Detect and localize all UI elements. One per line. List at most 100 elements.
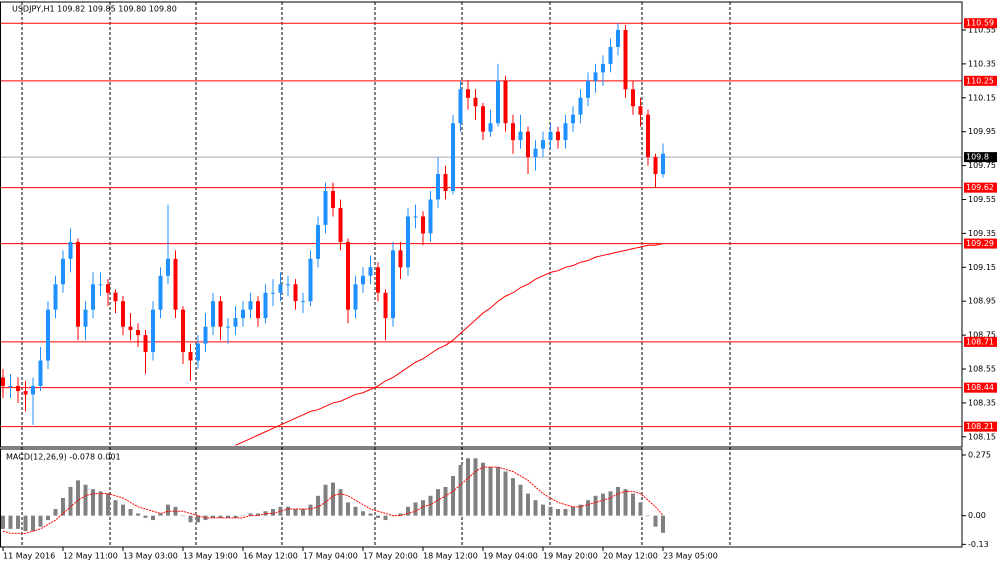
candle-body xyxy=(608,46,613,64)
candle-body xyxy=(421,216,425,234)
candle-body xyxy=(76,241,80,327)
candle-body xyxy=(541,140,545,149)
macd-bar xyxy=(376,515,380,518)
candle-body xyxy=(196,343,200,361)
macd-bar xyxy=(646,515,650,517)
candle-body xyxy=(451,123,455,192)
candle-body xyxy=(233,318,238,327)
macd-bar xyxy=(143,515,148,518)
candle-body xyxy=(1,377,5,386)
candle-body xyxy=(571,114,575,124)
candle-body xyxy=(46,309,50,361)
x-tick-label: 13 May 03:00 xyxy=(123,552,178,561)
chart-title: USDJPY,H1 109.82 109.85 109.80 109.80 xyxy=(12,5,177,14)
candle-body xyxy=(211,301,215,327)
level-tag xyxy=(964,336,997,347)
candle-body xyxy=(346,241,350,310)
candle-body xyxy=(128,326,133,331)
candle-body xyxy=(398,250,403,268)
macd-bar xyxy=(316,495,320,516)
macd-bar xyxy=(623,489,628,516)
candle-body xyxy=(503,80,508,124)
candle-body xyxy=(98,284,103,286)
macd-bar xyxy=(233,515,238,518)
candle-body xyxy=(256,301,260,319)
candle-body xyxy=(53,284,58,310)
macd-title: MACD(12,26,9) -0.078 0.001 xyxy=(6,453,121,462)
candle-body xyxy=(481,106,485,132)
macd-bar xyxy=(496,467,500,516)
macd-bar xyxy=(451,475,455,516)
y-tick-label: 108.15 xyxy=(968,432,996,441)
macd-bar xyxy=(428,495,433,516)
candle-body xyxy=(151,309,155,353)
x-tick-label: 17 May 20:00 xyxy=(363,552,418,561)
level-tag-label: 109.29 xyxy=(966,239,994,248)
x-tick-label: 20 May 12:00 xyxy=(603,552,658,561)
macd-bar xyxy=(346,502,350,516)
macd-bar xyxy=(248,513,253,516)
candle-body xyxy=(488,123,493,132)
macd-bar xyxy=(578,504,583,516)
macd-bar xyxy=(593,495,598,516)
candle-body xyxy=(16,385,20,392)
macd-bar xyxy=(601,493,605,516)
panel-frame xyxy=(0,448,963,548)
y-tick-label: 110.55 xyxy=(968,25,996,34)
x-tick-label: 23 May 05:00 xyxy=(663,552,718,561)
candle-body xyxy=(106,284,110,293)
y-tick-label: 109.95 xyxy=(968,127,996,136)
candle-body xyxy=(338,207,343,242)
candle-body xyxy=(173,258,178,310)
macd-bar xyxy=(661,515,665,533)
y-tick-label: 109.35 xyxy=(968,229,996,238)
macd-bar xyxy=(121,504,125,516)
macd-bar xyxy=(286,506,290,516)
macd-bar xyxy=(181,515,185,517)
y-tick-label: 108.75 xyxy=(968,331,996,340)
macd-bar xyxy=(98,491,103,516)
macd-bar xyxy=(323,484,328,516)
candle-body xyxy=(286,284,290,286)
candle-body xyxy=(308,258,313,302)
candle-body xyxy=(368,267,373,276)
candle-body xyxy=(181,309,185,353)
level-tag-label: 110.25 xyxy=(966,76,994,85)
macd-bar xyxy=(331,482,335,516)
candle-body xyxy=(68,241,73,259)
macd-bar xyxy=(226,515,230,518)
macd-bar xyxy=(458,464,463,516)
macd-bar xyxy=(353,506,358,516)
macd-bar xyxy=(293,509,298,516)
macd-bar xyxy=(383,515,388,521)
macd-bar xyxy=(8,515,13,529)
candle-body xyxy=(316,224,320,259)
candle-body xyxy=(271,292,275,294)
candle-body xyxy=(113,292,118,302)
candle-body xyxy=(556,131,560,141)
macd-bar xyxy=(158,513,163,516)
macd-bar xyxy=(46,515,50,521)
macd-bar xyxy=(631,493,635,516)
macd-bar xyxy=(556,509,560,516)
macd-bar xyxy=(361,511,365,516)
macd-bar xyxy=(518,484,523,516)
candle-body xyxy=(466,89,470,98)
candle-body xyxy=(331,191,335,208)
ma-line xyxy=(235,243,664,446)
candle-body xyxy=(383,292,388,319)
level-tag xyxy=(964,182,997,193)
macd-bar xyxy=(511,478,515,516)
signal-line xyxy=(2,466,664,534)
candle-body xyxy=(586,80,590,98)
macd-bar xyxy=(83,484,88,516)
macd-bar xyxy=(571,506,575,516)
macd-bar xyxy=(53,509,58,516)
macd-bar xyxy=(533,500,538,516)
x-tick-label: 18 May 12:00 xyxy=(423,552,478,561)
macd-bar xyxy=(616,486,620,516)
level-tag xyxy=(964,75,997,86)
macd-bar xyxy=(23,515,28,532)
candle-body xyxy=(376,267,380,293)
macd-bar xyxy=(31,515,35,532)
